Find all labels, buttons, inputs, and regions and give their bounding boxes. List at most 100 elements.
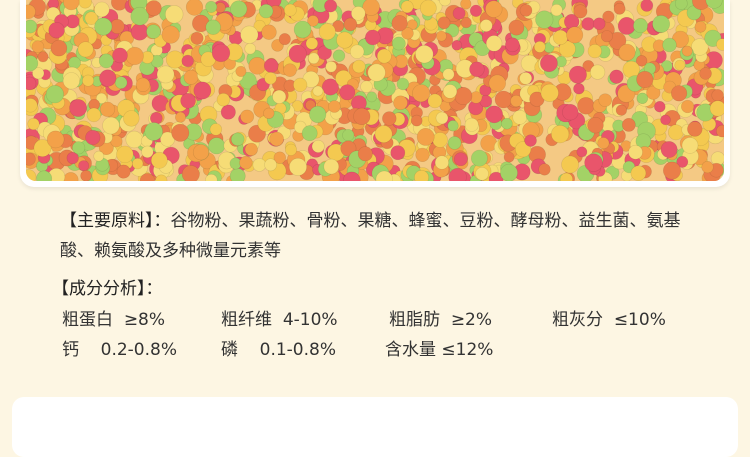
ingredients-section: 【主要原料】：谷物粉、果蔬粉、骨粉、果糖、蜂蜜、豆粉、酵母粉、益生菌、氨基酸、赖… (60, 206, 710, 266)
pellet (469, 4, 483, 17)
nutrient-moisture: 含水量 ≤12% (385, 338, 493, 362)
pellet (681, 45, 693, 57)
pellet (339, 84, 356, 101)
pellet (376, 48, 392, 64)
pellet (135, 77, 151, 93)
pellet (95, 92, 108, 104)
nutrient-value: 0.1-0.8% (259, 340, 336, 360)
pellet (613, 2, 626, 15)
pellet (561, 155, 580, 174)
pellet (442, 68, 455, 81)
pellet (584, 153, 603, 172)
pellet (26, 4, 36, 19)
pellet (269, 131, 284, 147)
pellet (360, 80, 373, 93)
pellet (390, 145, 406, 161)
pellet (415, 147, 430, 162)
pellet (26, 169, 37, 181)
pellet (464, 117, 479, 132)
pellet (283, 3, 297, 17)
pellet (307, 52, 320, 65)
pellet (699, 67, 712, 80)
pellet (640, 0, 654, 12)
pellet (600, 30, 613, 43)
analysis-title: 【成分分析】： (52, 279, 163, 299)
pellet (680, 99, 695, 114)
pellet (139, 173, 155, 181)
pellet (391, 36, 406, 51)
pellet (400, 0, 414, 14)
nutrient-crude-fiber: 粗纤维 4-10% (221, 308, 338, 332)
photo-highlight (26, 0, 724, 181)
pellet (460, 16, 472, 29)
pellet (192, 144, 210, 161)
pellet (524, 134, 537, 147)
pellet (33, 139, 52, 158)
pellet (230, 0, 248, 18)
pellet (123, 110, 140, 127)
nutrient-crude-fat: 粗脂肪 ≥2% (389, 308, 492, 332)
pellet (116, 164, 131, 179)
pellet (112, 47, 128, 64)
pellet (235, 65, 247, 77)
pellet (488, 74, 506, 92)
pellet (205, 0, 218, 13)
pellet (116, 145, 134, 164)
pellet (716, 124, 724, 138)
pellet (85, 129, 101, 146)
pellet (156, 65, 175, 84)
nutrient-crude-ash: 粗灰分 ≤10% (552, 308, 666, 332)
pellet (375, 170, 393, 181)
pellet (705, 0, 723, 9)
pellet (357, 146, 373, 162)
pellet (26, 152, 36, 166)
pellet (427, 93, 443, 109)
pellet (587, 43, 602, 59)
pellet (609, 69, 624, 84)
pellet (382, 111, 397, 126)
pellet (550, 4, 563, 17)
pellet (32, 67, 45, 80)
pellet (66, 151, 79, 165)
pellet (453, 152, 468, 167)
pellet (628, 144, 643, 160)
pellet (447, 120, 459, 132)
pellet (716, 38, 724, 51)
pellet (505, 37, 520, 53)
pellet (652, 15, 671, 33)
nutrient-name: 磷 (221, 340, 238, 360)
pellet (27, 117, 40, 131)
pellet (573, 4, 588, 19)
product-photo-frame (20, 0, 730, 187)
pellet (501, 117, 513, 130)
pellet (562, 103, 579, 121)
pellet (439, 0, 451, 7)
pellet (31, 40, 45, 54)
pellet (709, 100, 724, 117)
pellet (324, 0, 338, 13)
pellet (485, 105, 504, 124)
pellet (272, 89, 287, 104)
pellet (45, 85, 64, 104)
pellet (37, 51, 49, 63)
pellet (568, 65, 587, 84)
pellet (419, 0, 437, 17)
pellet (485, 0, 503, 18)
pellet (488, 171, 504, 181)
pellet (336, 31, 354, 49)
pellet (662, 37, 677, 53)
pellet (451, 39, 463, 51)
pellet (84, 11, 99, 26)
pellet (99, 69, 117, 87)
pellet (99, 101, 116, 117)
pellet (662, 161, 681, 180)
pellet (216, 92, 231, 107)
pellet (98, 53, 114, 69)
pellet (362, 0, 380, 16)
nutrient-calcium: 钙 0.2-0.8% (62, 338, 177, 362)
pellet (519, 71, 533, 85)
pellet (391, 15, 408, 32)
pellet (205, 173, 218, 181)
pellet (367, 63, 386, 82)
pellet (46, 130, 65, 149)
